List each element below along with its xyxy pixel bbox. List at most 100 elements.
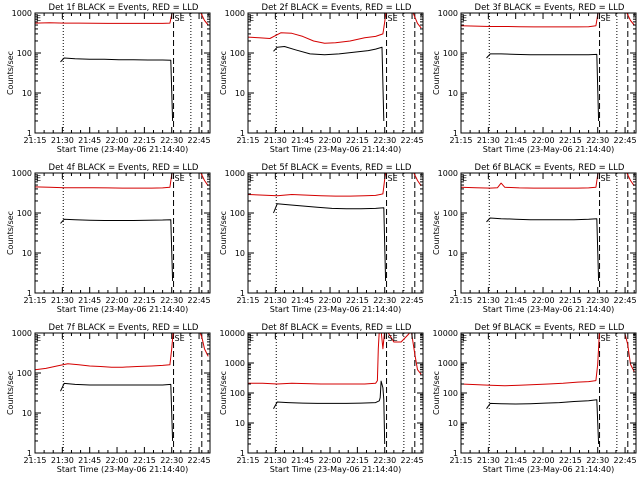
x-tick-label: 21:15 <box>236 136 259 145</box>
y-tick-label: 10 <box>22 89 32 98</box>
events-series-line <box>60 57 174 122</box>
x-tick-label: 21:45 <box>78 136 101 145</box>
reference-lines <box>275 13 416 133</box>
y-tick-label: 100 <box>17 209 32 218</box>
x-tick-label: 22:45 <box>401 296 424 305</box>
reference-lines <box>62 333 203 453</box>
series-group <box>35 333 209 442</box>
y-axis-title: Counts/sec <box>432 211 441 255</box>
panel-det-8f: Det 8f BLACK = Events, RED = LLD Counts/s… <box>219 323 424 474</box>
panel-det-4f: Det 4f BLACK = Events, RED = LLD Counts/s… <box>6 163 211 314</box>
x-tick-label: 22:15 <box>559 296 582 305</box>
y-tick-label: 1 <box>27 449 32 458</box>
region-label-e: E <box>462 14 467 23</box>
x-axis: 21:15 21:30 21:45 22:00 22:15 22:30 22:45 <box>23 13 211 145</box>
x-tick-label: 21:30 <box>51 456 74 465</box>
panel-det-5f: Det 5f BLACK = Events, RED = LLD Counts/s… <box>219 163 424 314</box>
x-tick-label: 21:45 <box>291 456 314 465</box>
reference-lines <box>488 173 629 293</box>
x-tick-label: 21:15 <box>236 456 259 465</box>
y-tick-label: 1 <box>453 289 458 298</box>
y-tick-label: 1000 <box>225 9 245 18</box>
series-group <box>248 173 422 282</box>
y-tick-label: 1 <box>240 129 245 138</box>
x-tick-label: 22:00 <box>106 456 129 465</box>
x-tick-label: 21:15 <box>23 456 46 465</box>
y-tick-label: 10 <box>448 419 458 428</box>
x-tick-label: 21:30 <box>477 456 500 465</box>
x-tick-label: 22:15 <box>133 296 156 305</box>
lld-series-line <box>248 333 422 385</box>
y-tick-label: 10 <box>235 249 245 258</box>
x-tick-label: 21:30 <box>264 136 287 145</box>
region-label-se: SE <box>175 14 185 23</box>
events-series-line <box>486 217 600 282</box>
reference-lines <box>275 173 416 293</box>
y-tick-label: 100 <box>230 209 245 218</box>
x-tick-label: 21:15 <box>23 136 46 145</box>
panel-title: Det 4f BLACK = Events, RED = LLD <box>49 163 199 173</box>
y-axis-title: Counts/sec <box>219 51 228 95</box>
x-tick-label: 22:00 <box>532 136 555 145</box>
x-axis-title: Start Time (23-May-06 21:14:40) <box>57 305 188 314</box>
panel-title: Det 2f BLACK = Events, RED = LLD <box>262 3 412 13</box>
region-label-se: SE <box>388 174 398 183</box>
region-label-se: SE <box>388 334 398 343</box>
lld-series-line <box>35 333 209 371</box>
plot-frame <box>34 332 211 454</box>
events-series-line <box>60 382 174 442</box>
panel-title: Det 7f BLACK = Events, RED = LLD <box>49 323 199 333</box>
y-axis-title: Counts/sec <box>219 371 228 415</box>
region-label-e: E <box>462 334 467 343</box>
y-tick-label: 100 <box>230 49 245 58</box>
x-tick-label: 22:45 <box>188 136 211 145</box>
events-series-line <box>486 53 600 122</box>
panel-title: Det 9f BLACK = Events, RED = LLD <box>475 323 625 333</box>
y-tick-label: 1000 <box>438 359 458 368</box>
reference-lines <box>62 13 203 133</box>
y-axis-title: Counts/sec <box>6 211 15 255</box>
plot-frame <box>34 12 211 134</box>
x-tick-label: 21:30 <box>477 136 500 145</box>
x-tick-label: 22:15 <box>133 136 156 145</box>
y-tick-label: 1 <box>27 129 32 138</box>
x-tick-label: 22:45 <box>614 456 637 465</box>
y-tick-label: 1 <box>453 449 458 458</box>
y-tick-label: 100 <box>17 369 32 378</box>
x-tick-label: 21:45 <box>504 456 527 465</box>
region-label-se: SE <box>601 174 611 183</box>
x-axis: 21:15 21:30 21:45 22:00 22:15 22:30 22:45 <box>449 173 637 305</box>
reference-lines <box>488 333 629 453</box>
x-tick-label: 21:30 <box>51 296 74 305</box>
y-axis: 1 10 100 1000 <box>438 169 636 298</box>
x-tick-label: 21:30 <box>264 456 287 465</box>
y-axis-title: Counts/sec <box>219 211 228 255</box>
region-label-e: E <box>249 174 254 183</box>
series-group <box>248 333 422 445</box>
y-tick-label: 1 <box>240 289 245 298</box>
lld-series-line <box>461 333 635 387</box>
x-tick-label: 22:00 <box>106 136 129 145</box>
x-tick-label: 21:15 <box>449 136 472 145</box>
panel-det-1f: Det 1f BLACK = Events, RED = LLD Counts/s… <box>6 3 211 154</box>
panel-det-9f: Det 9f BLACK = Events, RED = LLD Counts/s… <box>432 323 637 474</box>
y-tick-label: 1000 <box>225 359 245 368</box>
region-label-se: SE <box>601 334 611 343</box>
x-tick-label: 22:15 <box>133 456 156 465</box>
x-tick-label: 21:30 <box>264 296 287 305</box>
x-tick-label: 21:45 <box>291 296 314 305</box>
x-tick-label: 22:00 <box>319 136 342 145</box>
y-tick-label: 1000 <box>225 169 245 178</box>
y-tick-label: 10000 <box>220 329 245 338</box>
x-tick-label: 22:00 <box>532 296 555 305</box>
x-tick-label: 22:15 <box>346 456 369 465</box>
y-tick-label: 100 <box>17 49 32 58</box>
x-axis: 21:15 21:30 21:45 22:00 22:15 22:30 22:45 <box>236 333 424 465</box>
region-label-se: SE <box>175 174 185 183</box>
panel-det-6f: Det 6f BLACK = Events, RED = LLD Counts/s… <box>432 163 637 314</box>
plot-frame <box>247 172 424 294</box>
y-tick-label: 1000 <box>12 9 32 18</box>
panel-det-7f: Det 7f BLACK = Events, RED = LLD Counts/s… <box>6 323 211 474</box>
y-tick-label: 100 <box>443 389 458 398</box>
